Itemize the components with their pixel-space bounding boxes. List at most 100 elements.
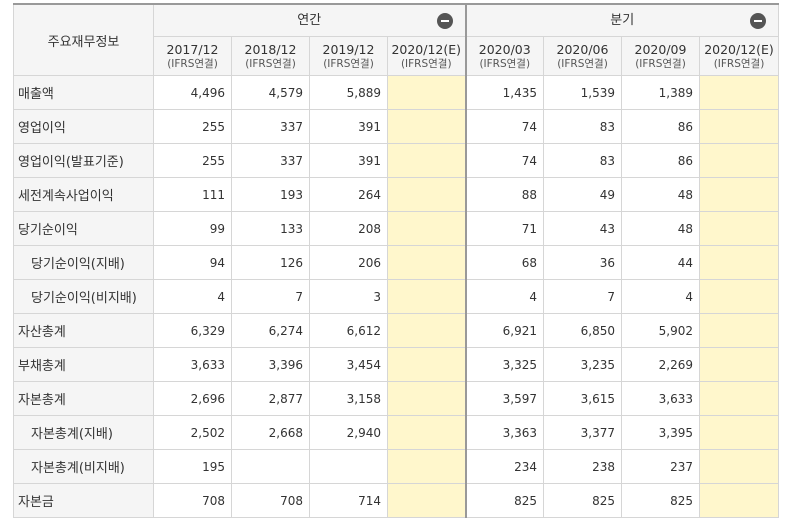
annual-value-cell: 2,668 — [231, 415, 310, 450]
row-label[interactable]: 자본금 — [13, 483, 154, 518]
annual-value-cell: 6,274 — [231, 313, 310, 348]
quarterly-value-cell: 1,435 — [464, 75, 544, 110]
quarterly-value-cell — [699, 177, 779, 212]
row-label[interactable]: 당기순이익 — [13, 211, 154, 246]
annual-value-cell: 4,579 — [231, 75, 310, 110]
period-header-quarterly-0: 2020/03 (IFRS연결) — [464, 36, 544, 76]
row-label[interactable]: 영업이익(발표기준) — [13, 143, 154, 178]
quarterly-value-cell — [699, 483, 779, 518]
annual-value-cell — [387, 143, 466, 178]
quarterly-value-cell: 86 — [621, 109, 700, 144]
quarterly-value-cell — [699, 347, 779, 382]
table-row: 매출액 4,496 4,579 5,889 1,435 1,539 1,389 — [13, 75, 779, 110]
annual-value-cell: 3,396 — [231, 347, 310, 382]
annual-value-cell: 6,329 — [153, 313, 232, 348]
annual-value-cell: 2,696 — [153, 381, 232, 416]
quarterly-value-cell: 83 — [543, 109, 622, 144]
row-label[interactable]: 부채총계 — [13, 347, 154, 382]
annual-value-cell — [387, 347, 466, 382]
annual-value-cell: 337 — [231, 143, 310, 178]
quarterly-value-cell: 88 — [464, 177, 544, 212]
quarterly-value-cell: 36 — [543, 245, 622, 280]
annual-value-cell: 2,940 — [309, 415, 388, 450]
annual-value-cell: 195 — [153, 449, 232, 484]
period-basis: (IFRS연결) — [400, 57, 452, 70]
quarterly-value-cell: 237 — [621, 449, 700, 484]
table-row: 자본총계 2,696 2,877 3,158 3,597 3,615 3,633 — [13, 381, 779, 416]
annual-value-cell: 99 — [153, 211, 232, 246]
table-row: 자본총계(비지배) 195 234 238 237 — [13, 449, 779, 484]
row-label[interactable]: 당기순이익(지배) — [13, 245, 154, 280]
annual-value-cell: 708 — [231, 483, 310, 518]
annual-value-cell: 208 — [309, 211, 388, 246]
quarterly-value-cell: 3,395 — [621, 415, 700, 450]
quarterly-value-cell: 825 — [543, 483, 622, 518]
period-header-annual-2: 2019/12 (IFRS연결) — [309, 36, 388, 76]
period-header-quarterly-2: 2020/09 (IFRS연결) — [621, 36, 700, 76]
period-date: 2020/09 — [634, 41, 687, 57]
annual-value-cell: 126 — [231, 245, 310, 280]
quarterly-value-cell: 83 — [543, 143, 622, 178]
quarterly-value-cell: 71 — [464, 211, 544, 246]
annual-value-cell: 193 — [231, 177, 310, 212]
annual-value-cell: 2,502 — [153, 415, 232, 450]
period-date: 2020/12(E) — [704, 41, 774, 57]
corner-header: 주요재무정보 — [13, 3, 154, 76]
quarterly-value-cell: 3,615 — [543, 381, 622, 416]
annual-value-cell — [309, 449, 388, 484]
annual-value-cell — [387, 415, 466, 450]
annual-value-cell — [387, 483, 466, 518]
annual-value-cell: 5,889 — [309, 75, 388, 110]
annual-value-cell — [387, 381, 466, 416]
row-label[interactable]: 매출액 — [13, 75, 154, 110]
quarterly-value-cell: 7 — [543, 279, 622, 314]
quarterly-value-cell — [699, 415, 779, 450]
quarterly-value-cell — [699, 313, 779, 348]
annual-value-cell: 255 — [153, 143, 232, 178]
table-row: 당기순이익(비지배) 4 7 3 4 7 4 — [13, 279, 779, 314]
quarterly-value-cell: 6,921 — [464, 313, 544, 348]
annual-group-header: 연간 — [153, 3, 466, 37]
annual-value-cell: 4 — [153, 279, 232, 314]
quarterly-value-cell: 3,325 — [464, 347, 544, 382]
quarterly-value-cell: 1,539 — [543, 75, 622, 110]
row-label[interactable]: 당기순이익(비지배) — [13, 279, 154, 314]
period-date: 2018/12 — [244, 41, 297, 57]
annual-value-cell: 3,454 — [309, 347, 388, 382]
period-date: 2020/03 — [478, 41, 531, 57]
period-header-quarterly-3: 2020/12(E) (IFRS연결) — [699, 36, 779, 76]
annual-value-cell: 337 — [231, 109, 310, 144]
quarterly-value-cell: 1,389 — [621, 75, 700, 110]
quarterly-value-cell: 2,269 — [621, 347, 700, 382]
row-label[interactable]: 자본총계(지배) — [13, 415, 154, 450]
period-date: 2019/12 — [322, 41, 375, 57]
annual-value-cell — [387, 313, 466, 348]
period-basis: (IFRS연결) — [323, 57, 374, 70]
period-header-annual-0: 2017/12 (IFRS연결) — [153, 36, 232, 76]
financial-summary-table: 주요재무정보 연간 분기 2017/12 (IFRS연결) 2018/12 (IFRS… — [13, 3, 779, 518]
row-label[interactable]: 자본총계 — [13, 381, 154, 416]
row-label[interactable]: 영업이익 — [13, 109, 154, 144]
annual-value-cell: 4,496 — [153, 75, 232, 110]
quarterly-collapse-icon[interactable] — [750, 13, 766, 29]
period-basis: (IFRS연결) — [245, 57, 296, 70]
annual-value-cell: 3,633 — [153, 347, 232, 382]
annual-value-cell — [387, 279, 466, 314]
financial-rows: 매출액 4,496 4,579 5,889 1,435 1,539 1,389 영업이익 255… — [13, 75, 779, 518]
table-row: 당기순이익 99 133 208 71 43 48 — [13, 211, 779, 246]
row-label[interactable]: 자산총계 — [13, 313, 154, 348]
quarterly-value-cell: 3,235 — [543, 347, 622, 382]
quarterly-value-cell: 86 — [621, 143, 700, 178]
annual-collapse-icon[interactable] — [436, 13, 453, 29]
period-basis: (IFRS연결) — [557, 57, 608, 70]
quarterly-value-cell: 3,633 — [621, 381, 700, 416]
table-row: 자본총계(지배) 2,502 2,668 2,940 3,363 3,377 3,395 — [13, 415, 779, 450]
quarterly-value-cell: 4 — [621, 279, 700, 314]
quarterly-value-cell: 74 — [464, 143, 544, 178]
row-label[interactable]: 세전계속사업이익 — [13, 177, 154, 212]
row-label[interactable]: 자본총계(비지배) — [13, 449, 154, 484]
quarterly-value-cell — [699, 109, 779, 144]
quarterly-value-cell: 3,363 — [464, 415, 544, 450]
quarterly-value-cell: 44 — [621, 245, 700, 280]
quarterly-value-cell — [699, 75, 779, 110]
